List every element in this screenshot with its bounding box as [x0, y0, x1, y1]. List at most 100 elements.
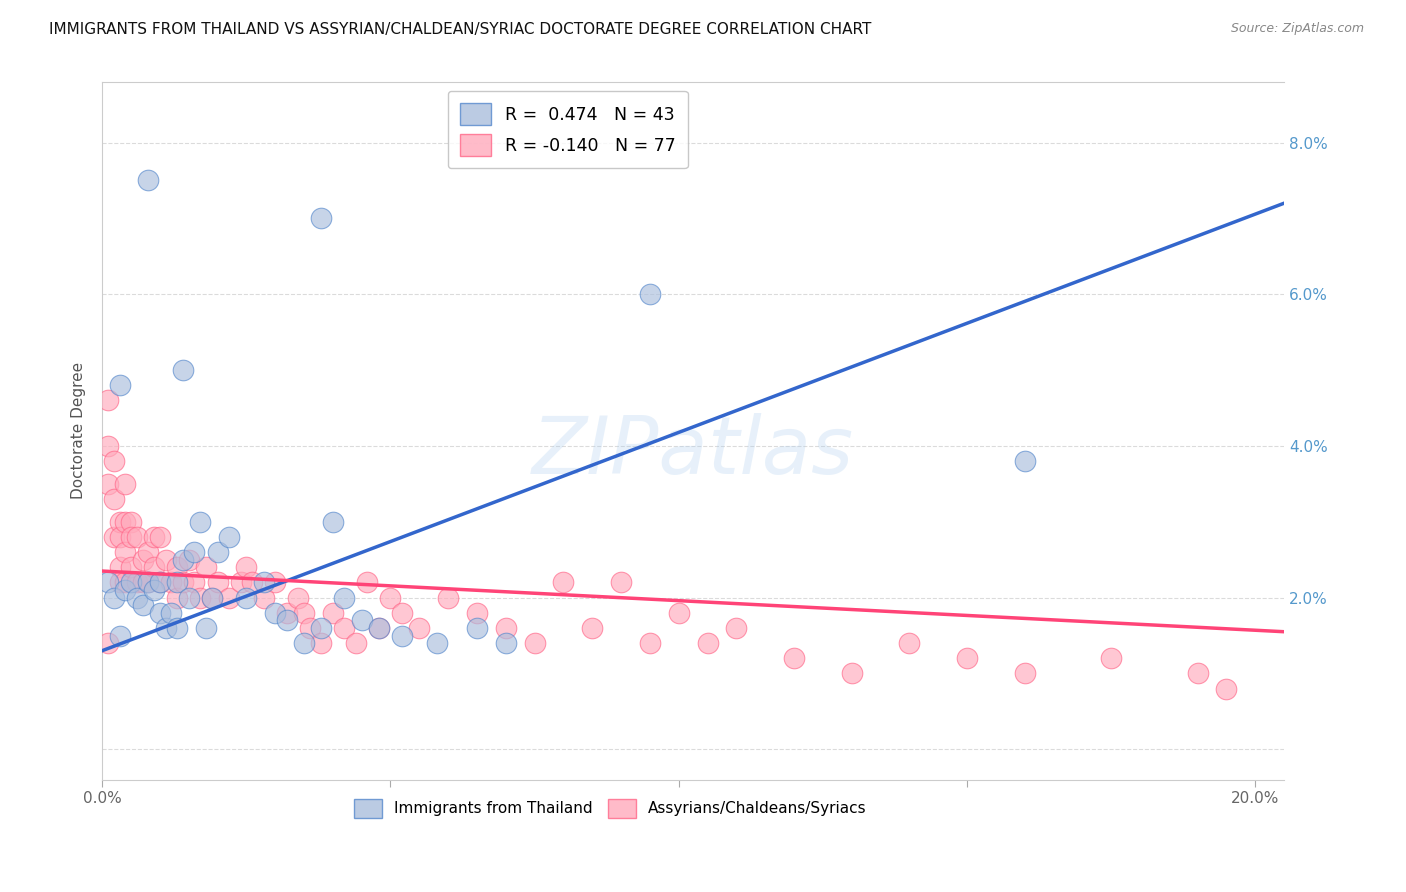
Point — [143, 530, 166, 544]
Point — [276, 606, 298, 620]
Point — [368, 621, 391, 635]
Point — [240, 575, 263, 590]
Point — [125, 530, 148, 544]
Point — [207, 575, 229, 590]
Point — [97, 439, 120, 453]
Legend: Immigrants from Thailand, Assyrians/Chaldeans/Syriacs: Immigrants from Thailand, Assyrians/Chal… — [349, 792, 873, 824]
Point — [322, 515, 344, 529]
Point — [553, 575, 575, 590]
Point — [201, 591, 224, 605]
Point — [160, 575, 183, 590]
Point — [235, 591, 257, 605]
Point — [97, 636, 120, 650]
Point — [114, 515, 136, 529]
Point — [344, 636, 367, 650]
Point — [1014, 454, 1036, 468]
Point — [114, 582, 136, 597]
Point — [495, 621, 517, 635]
Point — [610, 575, 633, 590]
Point — [207, 545, 229, 559]
Point — [264, 575, 287, 590]
Text: Source: ZipAtlas.com: Source: ZipAtlas.com — [1230, 22, 1364, 36]
Point — [638, 636, 661, 650]
Point — [696, 636, 718, 650]
Point — [1187, 666, 1209, 681]
Point — [183, 545, 205, 559]
Point — [408, 621, 430, 635]
Point — [125, 575, 148, 590]
Point — [108, 378, 131, 392]
Point — [1014, 666, 1036, 681]
Point — [108, 530, 131, 544]
Point — [841, 666, 863, 681]
Point — [311, 211, 333, 226]
Point — [108, 575, 131, 590]
Point — [229, 575, 252, 590]
Point — [114, 476, 136, 491]
Point — [783, 651, 806, 665]
Point — [333, 621, 356, 635]
Point — [166, 560, 188, 574]
Point — [898, 636, 921, 650]
Point — [194, 621, 217, 635]
Point — [108, 560, 131, 574]
Point — [97, 476, 120, 491]
Point — [333, 591, 356, 605]
Point — [97, 575, 120, 590]
Point — [177, 552, 200, 566]
Point — [356, 575, 378, 590]
Point — [391, 628, 413, 642]
Point — [253, 591, 276, 605]
Point — [103, 530, 125, 544]
Point — [125, 591, 148, 605]
Point — [114, 575, 136, 590]
Point — [218, 591, 240, 605]
Point — [465, 606, 488, 620]
Point — [292, 606, 315, 620]
Point — [114, 545, 136, 559]
Point — [426, 636, 449, 650]
Point — [725, 621, 748, 635]
Point — [322, 606, 344, 620]
Text: ZIPatlas: ZIPatlas — [531, 413, 855, 491]
Point — [311, 621, 333, 635]
Point — [668, 606, 690, 620]
Point — [120, 515, 142, 529]
Point — [235, 560, 257, 574]
Point — [188, 515, 211, 529]
Point — [264, 606, 287, 620]
Point — [523, 636, 546, 650]
Point — [149, 530, 172, 544]
Point — [292, 636, 315, 650]
Point — [155, 621, 177, 635]
Point — [120, 575, 142, 590]
Point — [120, 560, 142, 574]
Point — [149, 575, 172, 590]
Point — [437, 591, 460, 605]
Point — [149, 606, 172, 620]
Point — [136, 575, 159, 590]
Point — [276, 613, 298, 627]
Point — [391, 606, 413, 620]
Point — [166, 591, 188, 605]
Point — [97, 393, 120, 408]
Point — [172, 552, 194, 566]
Point — [166, 621, 188, 635]
Point — [350, 613, 373, 627]
Point — [103, 491, 125, 506]
Point — [380, 591, 402, 605]
Point — [172, 575, 194, 590]
Point — [108, 515, 131, 529]
Point — [143, 582, 166, 597]
Point — [108, 628, 131, 642]
Point — [956, 651, 979, 665]
Point — [188, 591, 211, 605]
Y-axis label: Doctorate Degree: Doctorate Degree — [72, 362, 86, 500]
Point — [1215, 681, 1237, 696]
Text: IMMIGRANTS FROM THAILAND VS ASSYRIAN/CHALDEAN/SYRIAC DOCTORATE DEGREE CORRELATIO: IMMIGRANTS FROM THAILAND VS ASSYRIAN/CHA… — [49, 22, 872, 37]
Point — [495, 636, 517, 650]
Point — [253, 575, 276, 590]
Point — [149, 575, 172, 590]
Point — [131, 575, 153, 590]
Point — [218, 530, 240, 544]
